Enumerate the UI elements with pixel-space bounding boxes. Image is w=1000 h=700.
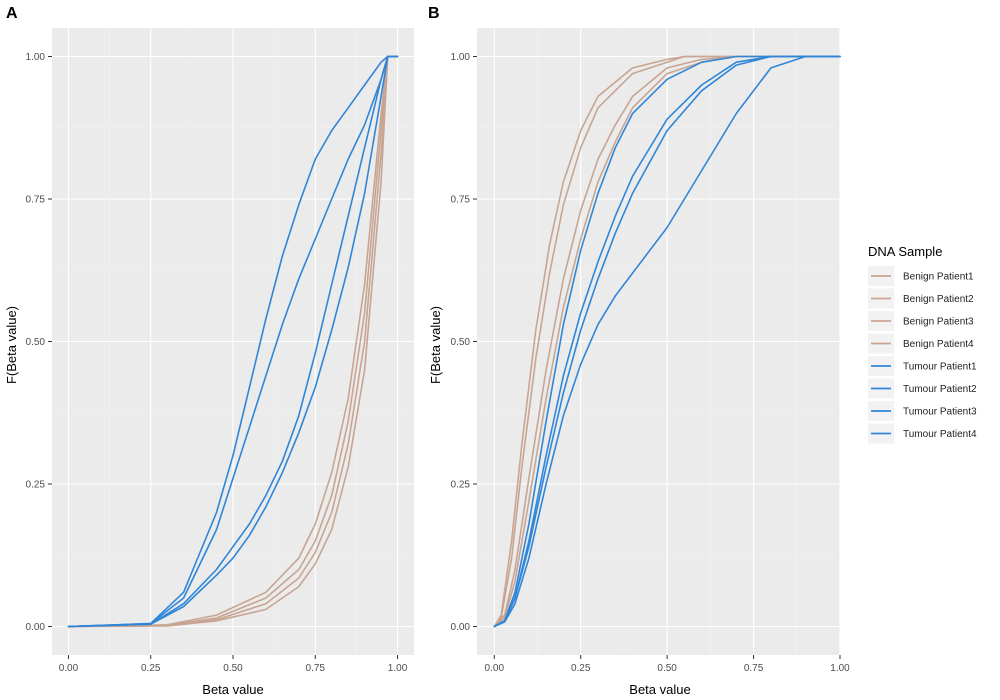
y-tick-label: 1.00	[26, 52, 46, 63]
y-tick-label: 0.00	[26, 622, 46, 633]
x-tick-label: 0.50	[657, 663, 677, 674]
series-line-benign-patient4	[493, 55, 841, 628]
legend-title: DNA Sample	[868, 244, 942, 259]
series-line-tumour-patient4	[493, 55, 841, 628]
panel-b-y-axis-title: F(Beta value)	[428, 306, 443, 384]
panel-a-x-axis-title: Beta value	[202, 682, 263, 697]
x-tick-label: 1.00	[388, 663, 408, 674]
series-line-tumour-patient3	[67, 55, 399, 628]
series-line-benign-patient2	[493, 55, 841, 628]
x-tick-label: 0.75	[744, 663, 764, 674]
series-line-tumour-patient4	[67, 55, 399, 628]
legend-item-label: Tumour Patient3	[903, 407, 977, 418]
panel-a-y-ticks: 0.00 0.25 0.50 0.75 1.00	[26, 52, 52, 633]
y-tick-label: 0.50	[451, 337, 471, 348]
series-line-benign-patient3	[67, 55, 399, 628]
y-tick-label: 0.75	[451, 195, 471, 206]
legend-item-label: Benign Patient3	[903, 317, 974, 328]
series-line-benign-patient1	[67, 55, 399, 628]
y-tick-label: 0.25	[26, 480, 46, 491]
panel-b-x-ticks: 0.00 0.25 0.50 0.75 1.00	[485, 655, 850, 674]
panel-b: B 0.00 0.25 0.50 0.75 1.00 0.00 0.25 0.50 0.75 1…	[428, 5, 850, 697]
panel-a-letter: A	[6, 5, 18, 22]
legend-item-label: Tumour Patient4	[903, 429, 977, 440]
y-tick-label: 0.00	[451, 622, 471, 633]
series-line-benign-patient3	[493, 55, 841, 628]
panel-a-y-axis-title: F(Beta value)	[4, 306, 19, 384]
x-tick-label: 0.25	[571, 663, 591, 674]
legend-item-label: Benign Patient4	[903, 339, 974, 350]
series-line-tumour-patient1	[67, 55, 399, 628]
series-line-benign-patient4	[67, 55, 399, 628]
panel-b-series	[493, 55, 841, 628]
x-tick-label: 0.00	[59, 663, 79, 674]
series-line-tumour-patient1	[493, 55, 841, 628]
legend-item-label: Tumour Patient1	[903, 362, 977, 373]
panel-b-x-axis-title: Beta value	[629, 682, 690, 697]
panel-a-x-ticks: 0.00 0.25 0.50 0.75 1.00	[59, 655, 408, 674]
legend-item-label: Tumour Patient2	[903, 384, 977, 395]
panel-b-letter: B	[428, 5, 440, 22]
series-line-benign-patient2	[67, 55, 399, 628]
panel-a: A 0.00 0.25 0.50 0.75 1.00 0.00 0.25 0.50 0.75 1…	[4, 5, 414, 697]
series-line-tumour-patient2	[67, 55, 399, 628]
panel-b-y-ticks: 0.00 0.25 0.50 0.75 1.00	[451, 52, 477, 633]
x-tick-label: 0.50	[223, 663, 243, 674]
x-tick-label: 1.00	[830, 663, 850, 674]
y-tick-label: 0.75	[26, 195, 46, 206]
panel-a-series	[67, 55, 399, 628]
series-line-tumour-patient3	[493, 55, 841, 628]
x-tick-label: 0.75	[306, 663, 326, 674]
y-tick-label: 1.00	[451, 52, 471, 63]
legend-item-label: Benign Patient1	[903, 272, 974, 283]
legend-items: Benign Patient1 Benign Patient2 Benign Pat…	[868, 266, 977, 444]
x-tick-label: 0.00	[485, 663, 505, 674]
panel-a-grid	[52, 28, 414, 655]
y-tick-label: 0.25	[451, 480, 471, 491]
legend-item-label: Benign Patient2	[903, 294, 974, 305]
x-tick-label: 0.25	[141, 663, 161, 674]
y-tick-label: 0.50	[26, 337, 46, 348]
